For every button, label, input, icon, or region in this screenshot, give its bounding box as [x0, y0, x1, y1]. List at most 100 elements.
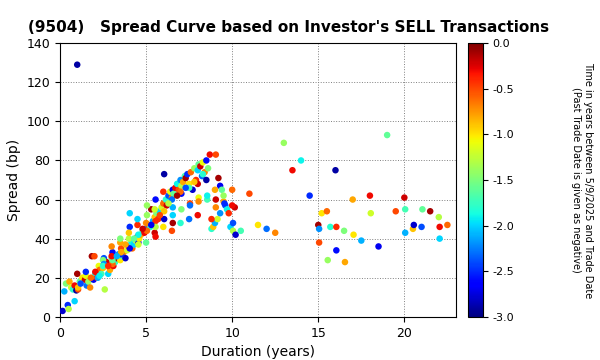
Point — [91, 269, 100, 275]
Point — [202, 158, 211, 163]
Point — [93, 275, 103, 280]
Point — [133, 222, 142, 228]
Point — [326, 224, 335, 230]
Point — [144, 222, 154, 228]
Point — [172, 193, 182, 198]
Point — [168, 212, 178, 218]
Point — [67, 285, 76, 291]
Point — [207, 226, 217, 232]
Point — [101, 259, 111, 265]
Point — [141, 220, 151, 226]
Point — [83, 279, 93, 284]
Point — [91, 271, 100, 277]
Point — [160, 208, 169, 214]
Point — [366, 210, 376, 216]
Point — [81, 269, 91, 275]
Point — [121, 242, 130, 247]
Point — [73, 62, 82, 68]
Point — [98, 265, 108, 271]
Point — [231, 232, 241, 238]
Point — [141, 226, 151, 232]
Point — [142, 212, 152, 218]
Point — [108, 261, 118, 267]
Point — [215, 210, 225, 216]
Point — [150, 206, 160, 212]
Point — [112, 255, 122, 261]
Point — [184, 185, 194, 191]
Point — [409, 222, 419, 228]
Point — [222, 206, 232, 212]
Point — [80, 277, 90, 283]
Point — [155, 212, 164, 218]
Point — [134, 236, 144, 242]
Point — [198, 159, 208, 165]
Point — [107, 253, 116, 259]
Point — [181, 175, 190, 181]
Point — [150, 214, 160, 220]
Point — [134, 242, 143, 247]
Point — [194, 199, 203, 204]
Point — [185, 201, 195, 206]
Point — [71, 288, 81, 293]
Point — [271, 230, 280, 236]
Point — [92, 275, 102, 280]
Point — [197, 173, 207, 179]
Point — [400, 230, 410, 236]
Point — [188, 187, 197, 193]
Point — [190, 165, 199, 171]
Point — [138, 228, 148, 234]
Point — [172, 181, 182, 187]
Point — [279, 140, 289, 146]
Point — [313, 222, 323, 228]
Point — [58, 308, 67, 314]
Point — [108, 249, 118, 255]
Point — [124, 244, 134, 249]
Point — [125, 224, 134, 230]
Point — [296, 158, 306, 163]
Point — [167, 197, 177, 202]
Point — [155, 208, 164, 214]
Point — [230, 204, 239, 210]
Point — [356, 238, 366, 243]
Point — [253, 222, 263, 228]
Point — [73, 287, 83, 292]
Point — [99, 261, 109, 267]
Point — [340, 259, 350, 265]
Point — [95, 267, 104, 273]
Point — [210, 187, 220, 193]
Point — [100, 287, 110, 292]
Point — [162, 203, 172, 208]
Point — [323, 257, 332, 263]
Point — [435, 224, 445, 230]
Point — [190, 179, 199, 185]
Point — [158, 201, 168, 206]
Point — [73, 285, 83, 291]
Point — [86, 275, 96, 280]
Point — [121, 255, 130, 261]
Point — [434, 214, 443, 220]
Point — [349, 232, 358, 238]
Point — [400, 206, 410, 212]
Point — [332, 247, 341, 253]
Point — [443, 222, 452, 228]
Point — [202, 177, 211, 183]
Point — [417, 224, 427, 230]
Point — [142, 203, 152, 208]
Text: (9504)   Spread Curve based on Investor's SELL Transactions: (9504) Spread Curve based on Investor's … — [28, 20, 550, 35]
Point — [164, 193, 173, 198]
Point — [129, 242, 139, 247]
Point — [97, 271, 106, 277]
Point — [131, 238, 140, 243]
Point — [400, 195, 409, 201]
Point — [146, 206, 156, 212]
Point — [85, 285, 95, 291]
Point — [176, 183, 186, 189]
Point — [435, 236, 445, 242]
Point — [98, 257, 108, 263]
Point — [73, 271, 82, 277]
Point — [70, 283, 79, 288]
Point — [176, 220, 185, 226]
Point — [151, 197, 160, 202]
Point — [168, 187, 178, 193]
Point — [170, 185, 180, 191]
